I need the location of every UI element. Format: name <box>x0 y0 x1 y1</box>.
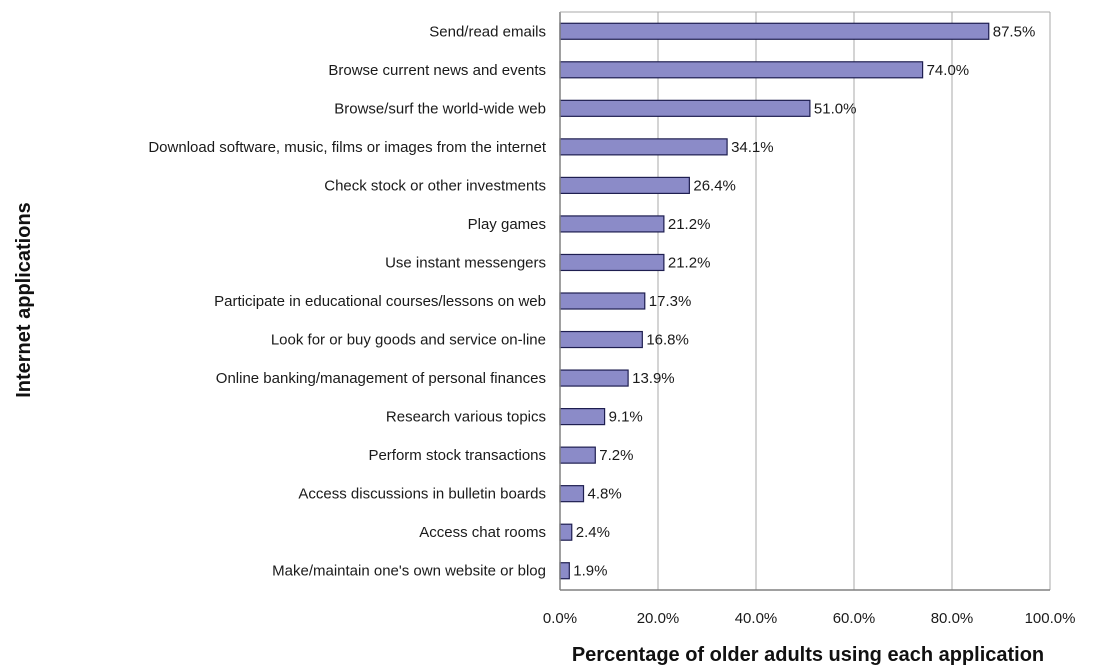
category-label: Send/read emails <box>429 23 546 40</box>
bar <box>559 408 606 426</box>
category-label: Play games <box>468 216 546 233</box>
bar <box>559 369 629 387</box>
x-tick-label: 80.0% <box>931 610 974 627</box>
plot-frame <box>559 11 1050 591</box>
bar <box>559 292 646 310</box>
y-axis-title: Internet applications <box>13 202 35 398</box>
data-label: 17.3% <box>649 293 692 310</box>
bar <box>559 99 811 117</box>
category-label: Check stock or other investments <box>324 177 546 194</box>
bar <box>559 485 585 503</box>
bar <box>559 215 665 233</box>
bar <box>559 176 690 194</box>
data-label: 2.4% <box>576 524 610 541</box>
x-tick-label: 0.0% <box>543 610 577 627</box>
category-label: Browse current news and events <box>328 62 546 79</box>
data-label: 26.4% <box>693 177 736 194</box>
bar <box>559 562 570 580</box>
x-tick-label: 20.0% <box>637 610 680 627</box>
category-label: Research various topics <box>386 409 546 426</box>
category-label: Access chat rooms <box>419 524 546 541</box>
x-axis-title: Percentage of older adults using each ap… <box>572 644 1044 666</box>
bar <box>559 61 924 79</box>
data-label: 1.9% <box>573 563 607 580</box>
category-label: Online banking/management of personal fi… <box>216 370 546 387</box>
category-label: Use instant messengers <box>385 254 546 271</box>
x-tick-label: 40.0% <box>735 610 778 627</box>
labels: 0.0% 20.0% 40.0% 60.0% 80.0% 100.0% Send/read … <box>148 23 1075 627</box>
bar <box>559 446 596 464</box>
data-label: 74.0% <box>927 62 970 79</box>
data-label: 21.2% <box>668 216 711 233</box>
data-label: 16.8% <box>646 332 689 349</box>
data-label: 51.0% <box>814 100 857 117</box>
bar <box>559 330 643 349</box>
data-label: 21.2% <box>668 254 711 271</box>
bar <box>559 22 990 40</box>
bars <box>559 22 990 580</box>
category-label: Download software, music, films or image… <box>148 139 546 156</box>
bar <box>559 138 728 156</box>
data-label: 7.2% <box>599 447 633 464</box>
x-tick-label: 100.0% <box>1025 610 1076 627</box>
x-tick-label: 60.0% <box>833 610 876 627</box>
bar <box>559 253 665 272</box>
category-label: Browse/surf the world-wide web <box>334 100 546 117</box>
category-label: Access discussions in bulletin boards <box>298 486 546 503</box>
data-label: 87.5% <box>993 23 1036 40</box>
category-label: Look for or buy goods and service on-lin… <box>271 332 546 349</box>
data-label: 4.8% <box>588 486 622 503</box>
data-label: 34.1% <box>731 139 774 156</box>
bar <box>559 523 573 541</box>
category-label: Perform stock transactions <box>368 447 546 464</box>
category-label: Make/maintain one's own website or blog <box>272 563 546 580</box>
data-label: 9.1% <box>609 409 643 426</box>
data-label: 13.9% <box>632 370 675 387</box>
category-label: Participate in educational courses/lesso… <box>214 293 546 310</box>
